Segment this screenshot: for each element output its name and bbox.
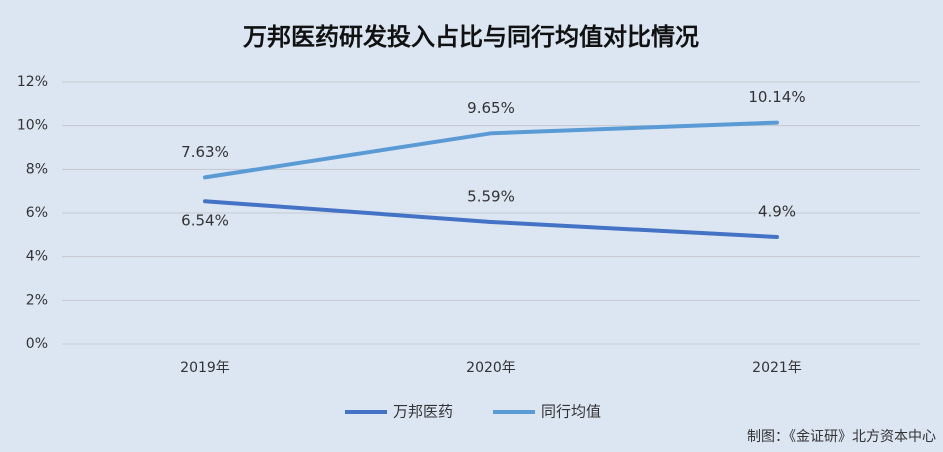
data-label: 9.65% bbox=[467, 99, 515, 117]
x-tick-label: 2020年 bbox=[466, 360, 516, 376]
y-tick-label: 10% bbox=[17, 118, 48, 134]
y-tick-label: 2% bbox=[26, 292, 48, 308]
data-label: 5.59% bbox=[467, 187, 515, 205]
y-tick-label: 0% bbox=[26, 336, 48, 352]
source-note: 制图：《金证研》北方资本中心 bbox=[747, 429, 936, 445]
y-tick-label: 8% bbox=[26, 161, 48, 177]
data-label: 6.54% bbox=[181, 212, 229, 230]
y-tick-label: 4% bbox=[26, 249, 48, 265]
legend-label: 万邦医药 bbox=[393, 403, 453, 421]
y-tick-label: 12% bbox=[17, 74, 48, 90]
legend-label: 同行均值 bbox=[541, 403, 601, 421]
chart-title: 万邦医药研发投入占比与同行均值对比情况 bbox=[243, 23, 699, 51]
line-series bbox=[203, 120, 779, 180]
line-series bbox=[203, 199, 779, 240]
data-label: 10.14% bbox=[748, 88, 805, 106]
data-label: 7.63% bbox=[181, 143, 229, 161]
x-tick-label: 2019年 bbox=[180, 360, 230, 376]
x-tick-label: 2021年 bbox=[752, 360, 802, 376]
data-label: 4.9% bbox=[758, 203, 796, 221]
y-tick-label: 6% bbox=[26, 205, 48, 221]
